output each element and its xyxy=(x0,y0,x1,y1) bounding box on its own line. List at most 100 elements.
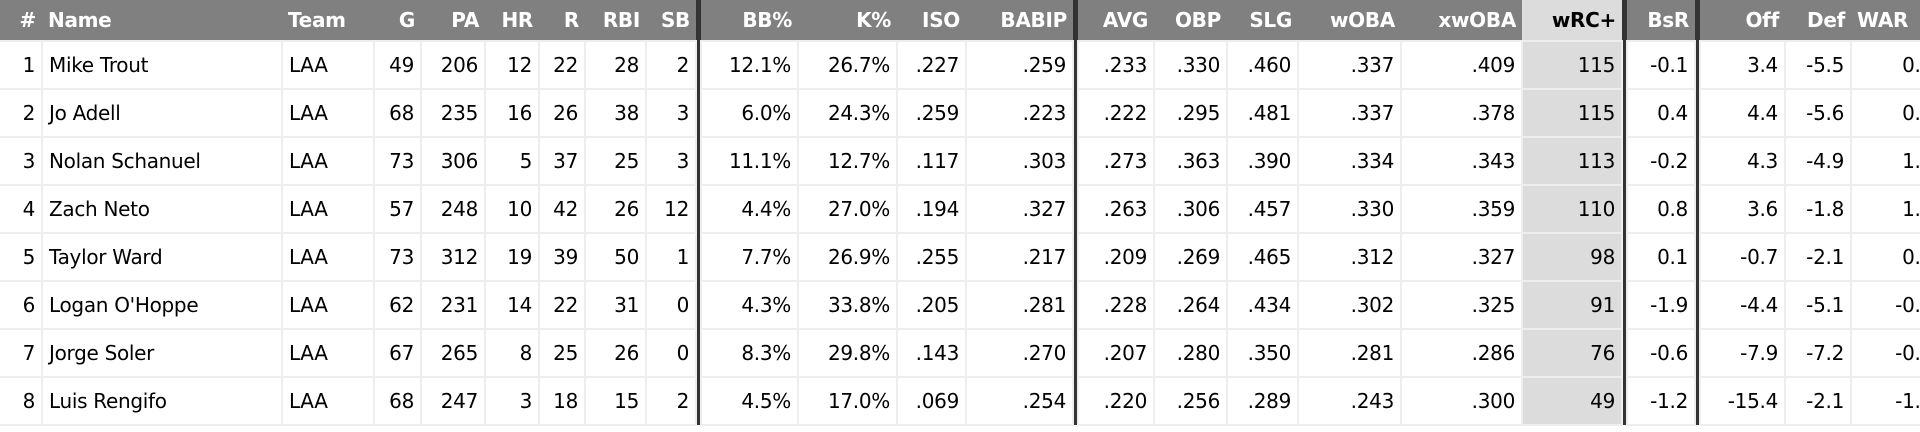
cell-r: 25 xyxy=(538,328,586,378)
cell-team[interactable]: LAA xyxy=(281,328,375,378)
cell-def: -2.1 xyxy=(1784,232,1852,282)
col-header-rbi[interactable]: RBI xyxy=(585,0,646,41)
column-group-divider xyxy=(1695,281,1700,329)
cell-wrc-plus: 76 xyxy=(1521,328,1623,378)
cell-obp: .363 xyxy=(1153,136,1228,186)
cell-hr: 3 xyxy=(484,376,540,426)
cell-wrc-plus: 91 xyxy=(1521,280,1623,330)
cell-player-name[interactable]: Zach Neto xyxy=(41,184,283,234)
cell-iso: .227 xyxy=(896,40,967,90)
cell-bsr: -1.9 xyxy=(1626,280,1696,330)
col-header-rank[interactable]: # xyxy=(0,0,42,41)
cell-xwoba: .409 xyxy=(1400,40,1523,90)
cell-slg: .457 xyxy=(1226,184,1299,234)
col-header-xwoba[interactable]: xwOBA xyxy=(1401,0,1522,41)
cell-woba: .337 xyxy=(1297,88,1402,138)
cell-player-name[interactable]: Logan O'Hoppe xyxy=(41,280,283,330)
col-header-hr[interactable]: HR xyxy=(485,0,539,41)
cell-off: -4.4 xyxy=(1699,280,1786,330)
col-header-avg[interactable]: AVG xyxy=(1078,0,1154,41)
col-header-woba[interactable]: wOBA xyxy=(1298,0,1401,41)
col-header-babip[interactable]: BABIP xyxy=(966,0,1073,41)
cell-def: -4.9 xyxy=(1784,136,1852,186)
col-header-war[interactable]: WAR xyxy=(1851,0,1920,41)
cell-player-name[interactable]: Jo Adell xyxy=(41,88,283,138)
cell-team[interactable]: LAA xyxy=(281,136,375,186)
cell-avg: .273 xyxy=(1077,136,1155,186)
col-header-r[interactable]: R xyxy=(539,0,585,41)
cell-player-name[interactable]: Taylor Ward xyxy=(41,232,283,282)
col-header-team[interactable]: Team xyxy=(282,0,374,41)
cell-bsr: -1.2 xyxy=(1626,376,1696,426)
col-header-iso[interactable]: ISO xyxy=(897,0,966,41)
column-group-divider xyxy=(1695,89,1700,137)
cell-player-name[interactable]: Nolan Schanuel xyxy=(41,136,283,186)
col-header-slg[interactable]: SLG xyxy=(1227,0,1298,41)
cell-slg: .465 xyxy=(1226,232,1299,282)
cell-obp: .269 xyxy=(1153,232,1228,282)
table-row: 8 Luis Rengifo LAA 68 247 3 18 15 2 4.5%… xyxy=(0,376,1920,426)
col-header-g[interactable]: G xyxy=(374,0,421,41)
cell-rbi: 25 xyxy=(584,136,647,186)
cell-r: 18 xyxy=(538,376,586,426)
cell-k-pct: 27.0% xyxy=(797,184,898,234)
cell-player-name[interactable]: Jorge Soler xyxy=(41,328,283,378)
cell-team[interactable]: LAA xyxy=(281,88,375,138)
cell-rank: 5 xyxy=(0,232,43,282)
cell-iso: .069 xyxy=(896,376,967,426)
col-header-off[interactable]: Off xyxy=(1700,0,1785,41)
cell-sb: 12 xyxy=(645,184,697,234)
table-row: 7 Jorge Soler LAA 67 265 8 25 26 0 8.3% … xyxy=(0,328,1920,378)
cell-war: 1.0 xyxy=(1850,136,1920,186)
cell-rank: 7 xyxy=(0,328,43,378)
cell-team[interactable]: LAA xyxy=(281,376,375,426)
column-group-divider xyxy=(1622,233,1627,281)
column-group-divider xyxy=(696,281,701,329)
cell-slg: .434 xyxy=(1226,280,1299,330)
cell-bb-pct: 6.0% xyxy=(700,88,799,138)
cell-g: 57 xyxy=(373,184,422,234)
cell-player-name[interactable]: Mike Trout xyxy=(41,40,283,90)
cell-pa: 206 xyxy=(420,40,486,90)
col-header-bb-pct[interactable]: BB% xyxy=(701,0,798,41)
table-row: 4 Zach Neto LAA 57 248 10 42 26 12 4.4% … xyxy=(0,184,1920,234)
cell-obp: .264 xyxy=(1153,280,1228,330)
cell-wrc-plus: 113 xyxy=(1521,136,1623,186)
column-group-divider xyxy=(1695,329,1700,377)
cell-off: -0.7 xyxy=(1699,232,1786,282)
col-header-def[interactable]: Def xyxy=(1785,0,1851,41)
cell-obp: .280 xyxy=(1153,328,1228,378)
cell-sb: 3 xyxy=(645,88,697,138)
cell-team[interactable]: LAA xyxy=(281,184,375,234)
cell-bsr: -0.6 xyxy=(1626,328,1696,378)
col-header-sb[interactable]: SB xyxy=(646,0,696,41)
cell-war: 0.5 xyxy=(1850,40,1920,90)
cell-team[interactable]: LAA xyxy=(281,232,375,282)
col-header-k-pct[interactable]: K% xyxy=(798,0,897,41)
cell-xwoba: .359 xyxy=(1400,184,1523,234)
table-row: 1 Mike Trout LAA 49 206 12 22 28 2 12.1%… xyxy=(0,40,1920,90)
col-header-bsr[interactable]: BsR xyxy=(1627,0,1695,41)
col-header-pa[interactable]: PA xyxy=(421,0,485,41)
cell-team[interactable]: LAA xyxy=(281,40,375,90)
column-group-divider xyxy=(1073,329,1078,377)
cell-k-pct: 26.7% xyxy=(797,40,898,90)
cell-iso: .117 xyxy=(896,136,967,186)
cell-pa: 247 xyxy=(420,376,486,426)
cell-team[interactable]: LAA xyxy=(281,280,375,330)
cell-obp: .295 xyxy=(1153,88,1228,138)
col-header-wrc-plus[interactable]: wRC+ xyxy=(1522,0,1622,41)
cell-babip: .327 xyxy=(965,184,1074,234)
cell-player-name[interactable]: Luis Rengifo xyxy=(41,376,283,426)
col-header-name[interactable]: Name xyxy=(42,0,282,41)
column-group-divider xyxy=(1073,377,1078,425)
column-group-divider xyxy=(1622,377,1627,425)
cell-war: 0.8 xyxy=(1850,232,1920,282)
column-group-divider xyxy=(1073,281,1078,329)
cell-hr: 19 xyxy=(484,232,540,282)
cell-babip: .223 xyxy=(965,88,1074,138)
cell-rbi: 50 xyxy=(584,232,647,282)
col-header-obp[interactable]: OBP xyxy=(1154,0,1227,41)
cell-off: 3.6 xyxy=(1699,184,1786,234)
